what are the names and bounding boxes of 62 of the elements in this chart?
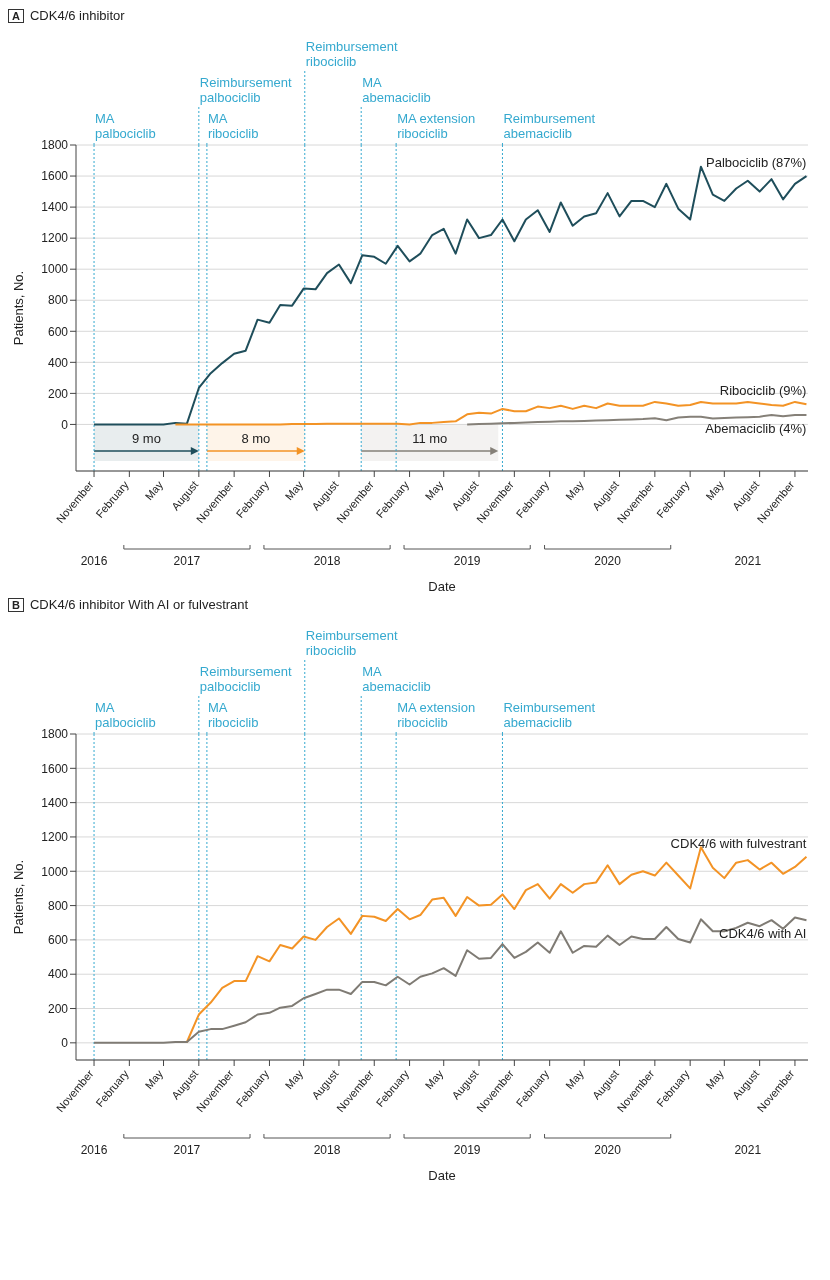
y-tick-label: 1200 (41, 830, 69, 845)
series-label: Ribociclib (9%) (719, 383, 807, 399)
x2-tick-label: 2018 (313, 1143, 341, 1157)
x2-tick-label: 2019 (453, 1143, 481, 1157)
x2-tick-label: 2019 (453, 554, 481, 568)
series-label: CDK4/6 with fulvestrant (670, 835, 807, 851)
y-axis-title: Patients, No. (10, 859, 26, 935)
ref-line-label: Reimbursement ribociclib (305, 39, 398, 69)
x2-tick-label: 2016 (80, 554, 108, 568)
x2-tick-label: 2017 (173, 1143, 201, 1157)
text: A (8, 8, 24, 23)
y-tick-label: 1600 (41, 169, 69, 184)
ref-line-label: MA palbociclib (95, 700, 156, 730)
y-tick-label: 1800 (41, 727, 69, 742)
y-tick-label: 400 (47, 355, 69, 370)
x2-tick-label: 2017 (173, 554, 201, 568)
series-label: Abemaciclib (4%) (705, 421, 807, 437)
series-label: CDK4/6 with AI (719, 926, 807, 942)
x2-tick-label: 2021 (734, 554, 762, 568)
y-tick-label: 200 (47, 1001, 69, 1016)
y-tick-label: 1000 (41, 262, 69, 277)
ref-line-label: Reimbursement abemaciclib (503, 111, 596, 141)
x2-tick-label: 2018 (313, 554, 341, 568)
text: B (8, 597, 24, 612)
ref-line-label: MA abemaciclib (362, 664, 431, 694)
band-label: 8 mo (241, 431, 271, 446)
ref-line-label: Reimbursement ribociclib (305, 628, 398, 658)
x2-tick-label: 2020 (594, 554, 622, 568)
chart-title: CDK4/6 inhibitor With AI or fulvestrant (29, 597, 249, 612)
ref-line-label: MA extension ribociclib (397, 700, 476, 730)
x2-tick-label: 2020 (594, 1143, 622, 1157)
ref-line-label: MA ribociclib (207, 700, 259, 730)
ref-line-label: MA ribociclib (207, 111, 259, 141)
y-tick-label: 800 (47, 898, 69, 913)
ref-line-label: MA abemaciclib (362, 75, 431, 105)
x-axis-title: Date (428, 579, 456, 594)
ref-line-label: Reimbursement palbociclib (199, 664, 292, 694)
ref-line-label: MA palbociclib (95, 111, 156, 141)
y-tick-label: 600 (47, 324, 69, 339)
x-axis-title: Date (428, 1168, 456, 1183)
x2-tick-label: 2016 (80, 1143, 108, 1157)
band-label: 9 mo (131, 431, 161, 446)
y-tick-label: 1400 (41, 200, 69, 215)
x2-tick-label: 2021 (734, 1143, 762, 1157)
chart-title: CDK4/6 inhibitor (29, 8, 125, 23)
y-tick-label: 1000 (41, 864, 69, 879)
ref-line-label: Reimbursement palbociclib (199, 75, 292, 105)
y-tick-label: 1800 (41, 138, 69, 153)
y-tick-label: 1600 (41, 761, 69, 776)
y-tick-label: 800 (47, 293, 69, 308)
ref-line-label: MA extension ribociclib (397, 111, 476, 141)
band-label: 11 mo (412, 431, 448, 446)
y-tick-label: 200 (47, 386, 69, 401)
y-axis-title: Patients, No. (10, 270, 26, 346)
ref-line-label: Reimbursement abemaciclib (503, 700, 596, 730)
y-tick-label: 0 (61, 1036, 69, 1051)
series-label: Palbociclib (87%) (706, 155, 807, 171)
y-tick-label: 1200 (41, 231, 69, 246)
y-tick-label: 400 (47, 967, 69, 982)
y-tick-label: 1400 (41, 795, 69, 810)
y-tick-label: 600 (47, 933, 69, 948)
y-tick-label: 0 (61, 417, 69, 432)
